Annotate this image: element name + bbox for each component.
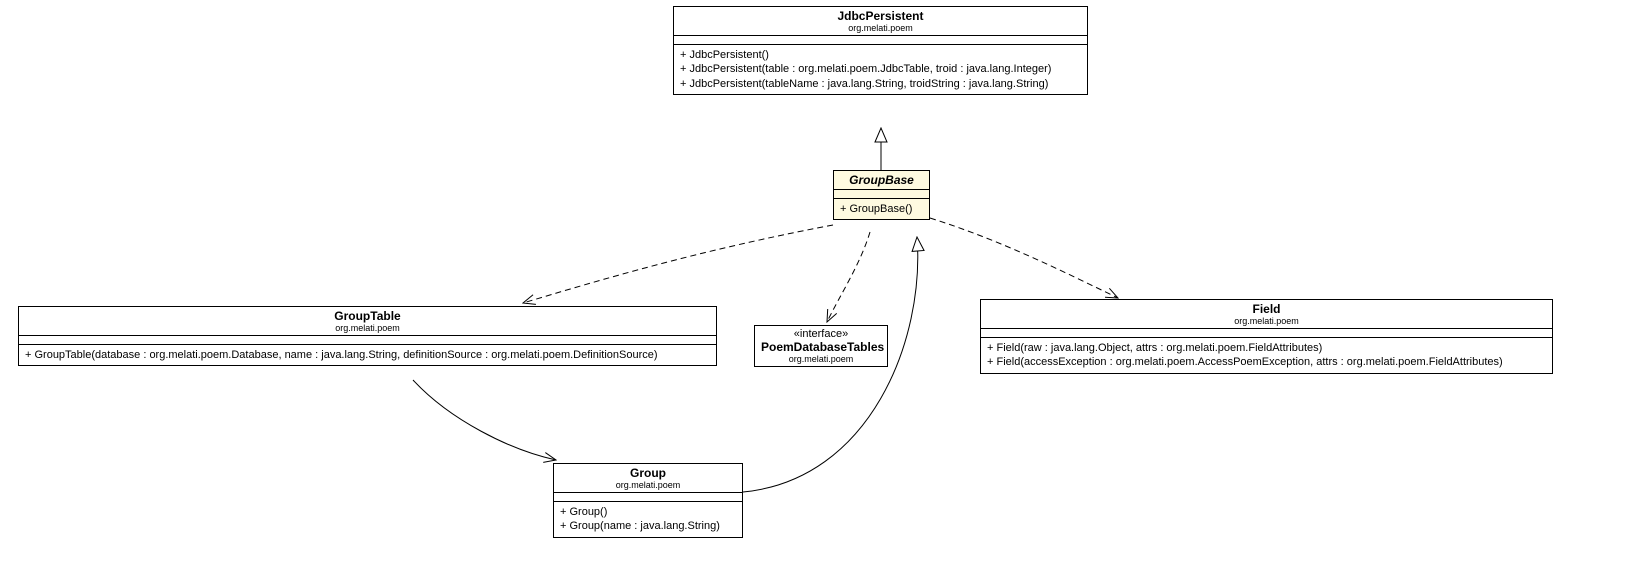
class-attrs (981, 329, 1552, 338)
class-attrs (674, 36, 1087, 45)
class-grouptable: GroupTable org.melati.poem + GroupTable(… (18, 306, 717, 366)
class-package: org.melati.poem (680, 23, 1081, 33)
class-header: JdbcPersistent org.melati.poem (674, 7, 1087, 36)
class-package: org.melati.poem (761, 354, 881, 364)
class-name: Group (560, 466, 736, 480)
class-groupbase: GroupBase + GroupBase() (833, 170, 930, 220)
class-poemdatabasetables: «interface» PoemDatabaseTables org.melat… (754, 325, 888, 367)
class-header: GroupTable org.melati.poem (19, 307, 716, 336)
edge-groupbase-grouptable (523, 225, 833, 303)
class-op: + Group(name : java.lang.String) (560, 519, 736, 533)
class-name: PoemDatabaseTables (761, 340, 881, 354)
class-attrs (19, 336, 716, 345)
class-name: GroupBase (840, 173, 923, 187)
class-jdbcpersistent: JdbcPersistent org.melati.poem + JdbcPer… (673, 6, 1088, 95)
edge-grouptable-group (413, 380, 556, 460)
class-attrs (554, 493, 742, 502)
class-ops: + JdbcPersistent() + JdbcPersistent(tabl… (674, 45, 1087, 94)
class-header: Group org.melati.poem (554, 464, 742, 493)
class-group: Group org.melati.poem + Group() + Group(… (553, 463, 743, 538)
class-op: + Field(accessException : org.melati.poe… (987, 355, 1546, 369)
class-ops: + GroupBase() (834, 199, 929, 219)
class-name: JdbcPersistent (680, 9, 1081, 23)
class-op: + Group() (560, 505, 736, 519)
class-attrs (834, 190, 929, 199)
class-header: GroupBase (834, 171, 929, 190)
class-package: org.melati.poem (25, 323, 710, 333)
class-header: «interface» PoemDatabaseTables org.melat… (755, 326, 887, 366)
class-op: + Field(raw : java.lang.Object, attrs : … (987, 341, 1546, 355)
edge-groupbase-poemdb (827, 232, 870, 322)
class-name: Field (987, 302, 1546, 316)
class-ops: + Group() + Group(name : java.lang.Strin… (554, 502, 742, 537)
edge-groupbase-field (930, 218, 1118, 298)
class-op: + JdbcPersistent(tableName : java.lang.S… (680, 77, 1081, 91)
class-field: Field org.melati.poem + Field(raw : java… (980, 299, 1553, 374)
class-op: + JdbcPersistent() (680, 48, 1081, 62)
class-ops: + Field(raw : java.lang.Object, attrs : … (981, 338, 1552, 373)
class-stereotype: «interface» (761, 328, 881, 340)
class-package: org.melati.poem (987, 316, 1546, 326)
class-op: + JdbcPersistent(table : org.melati.poem… (680, 62, 1081, 76)
class-ops: + GroupTable(database : org.melati.poem.… (19, 345, 716, 365)
class-op: + GroupTable(database : org.melati.poem.… (25, 348, 710, 362)
class-op: + GroupBase() (840, 202, 923, 216)
class-header: Field org.melati.poem (981, 300, 1552, 329)
class-name: GroupTable (25, 309, 710, 323)
class-package: org.melati.poem (560, 480, 736, 490)
